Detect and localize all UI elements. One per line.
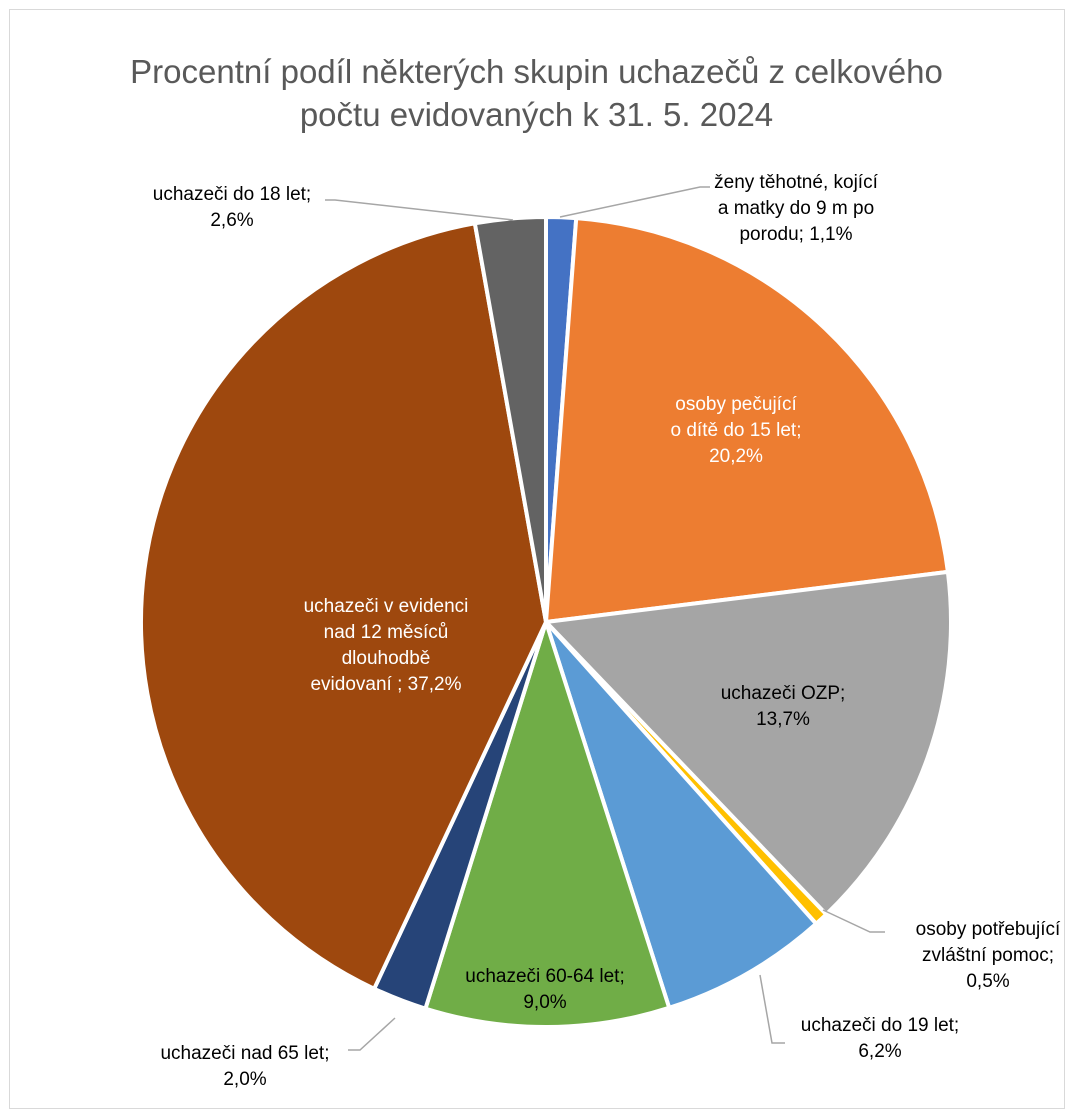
leader-line bbox=[325, 199, 514, 221]
slice-label-line: 20,2% bbox=[709, 446, 763, 467]
slice-label-line: nad 12 měsíců bbox=[324, 622, 449, 643]
pie-slice bbox=[472, 215, 548, 624]
slice-label-line: 2,6% bbox=[210, 210, 253, 231]
slice-label-line: o dítě do 15 let; bbox=[671, 420, 802, 441]
leader-line bbox=[559, 186, 710, 218]
slice-label-line: uchazeči do 19 let; bbox=[801, 1015, 959, 1036]
slice-label-line: a matky do 9 m po bbox=[718, 198, 874, 219]
slice-label-line: uchazeči OZP; bbox=[721, 683, 846, 704]
pie-slice bbox=[139, 221, 548, 991]
slice-label-line: 2,0% bbox=[223, 1069, 266, 1090]
slice-label-line: 13,7% bbox=[756, 709, 810, 730]
slice-label: uchazeči nad 65 let; 2,0% bbox=[160, 1043, 329, 1090]
slice-label-line: uchazeči v evidenci bbox=[304, 596, 469, 617]
slice-label-line: uchazeči nad 65 let; bbox=[160, 1043, 329, 1064]
slice-label-line: ženy těhotné, kojící bbox=[714, 172, 878, 193]
slice-label-line: osoby pečující bbox=[675, 394, 797, 415]
slice-label: uchazeči do 19 let; 6,2% bbox=[801, 1015, 959, 1062]
leader-line bbox=[759, 974, 785, 1044]
slice-label: uchazeči 60-64 let; 9,0% bbox=[465, 966, 625, 1013]
slice-label: ženy těhotné, kojící a matky do 9 m po por… bbox=[714, 172, 878, 245]
slice-label-line: 6,2% bbox=[858, 1041, 901, 1062]
pie-slice bbox=[544, 216, 950, 624]
slice-label-line: uchazeči do 18 let; bbox=[153, 184, 311, 205]
slice-label-line: porodu; 1,1% bbox=[739, 224, 852, 245]
slice-label: uchazeči v evidenci nad 12 měsíců dlouhodb… bbox=[304, 596, 469, 695]
slice-label-line: dlouhodbě bbox=[342, 648, 431, 669]
pie-slice bbox=[544, 620, 819, 1010]
slice-label: uchazeči OZP; 13,7% bbox=[721, 683, 846, 730]
pie-slice bbox=[544, 569, 953, 917]
slice-label-line: 9,0% bbox=[523, 992, 566, 1013]
chart-title-line-1: Procentní podíl některých skupin uchazeč… bbox=[130, 53, 943, 90]
slice-label-line: evidovaní ; 37,2% bbox=[310, 674, 461, 695]
slice-label: osoby pečující o dítě do 15 let; 20,2% bbox=[671, 394, 802, 467]
slice-label-line: 0,5% bbox=[966, 971, 1009, 992]
slice-label-line: zvláštní pomoc; bbox=[922, 945, 1054, 966]
chart-title-line-2: počtu evidovaných k 31. 5. 2024 bbox=[299, 96, 774, 133]
slice-label-line: uchazeči 60-64 let; bbox=[465, 966, 625, 987]
leader-line bbox=[348, 1017, 396, 1051]
slice-label: uchazeči do 18 let; 2,6% bbox=[153, 184, 311, 231]
pie-slice bbox=[423, 620, 672, 1029]
slice-label-line: osoby potřebující bbox=[916, 919, 1061, 940]
slice-label: osoby potřebující zvláštní pomoc; 0,5% bbox=[916, 919, 1061, 992]
leader-line bbox=[822, 909, 885, 933]
